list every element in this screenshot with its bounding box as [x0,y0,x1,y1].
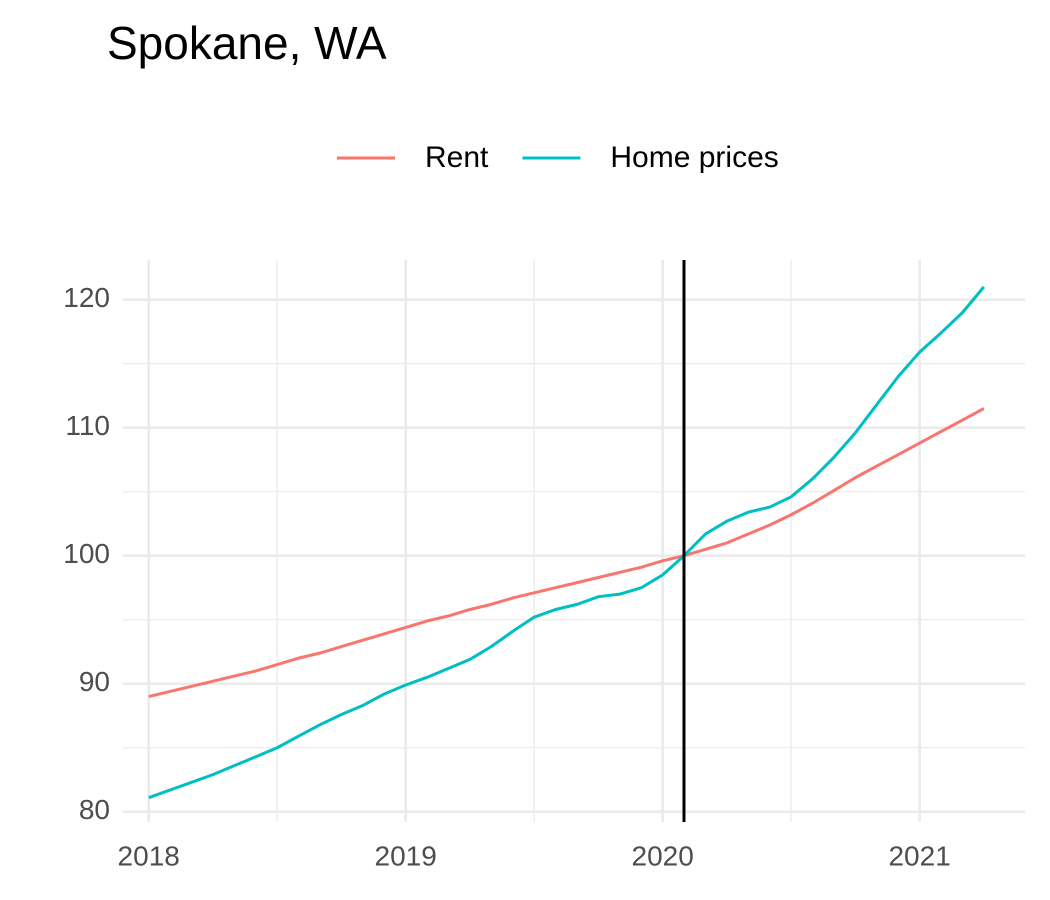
grid: 80 90 100 110 120 2018 2019 2020 2021 [63,260,1025,871]
x-tick-label: 2021 [888,840,950,871]
chart-title: Spokane, WA [107,17,387,69]
x-tick-label: 2020 [632,840,694,871]
y-tick-label: 80 [79,794,110,825]
legend-label: Rent [425,141,489,174]
plot-marks [148,260,986,822]
y-tick-label: 120 [63,282,110,313]
line-series [148,407,985,699]
x-tick-label: 2019 [375,840,437,871]
legend: Rent Home prices [337,141,779,174]
x-tick-label: 2018 [118,840,180,871]
y-tick-label: 90 [79,666,110,697]
line-series [148,285,986,800]
y-tick-label: 110 [65,410,110,441]
y-tick-label: 100 [63,538,110,569]
legend-label: Home prices [610,141,778,174]
